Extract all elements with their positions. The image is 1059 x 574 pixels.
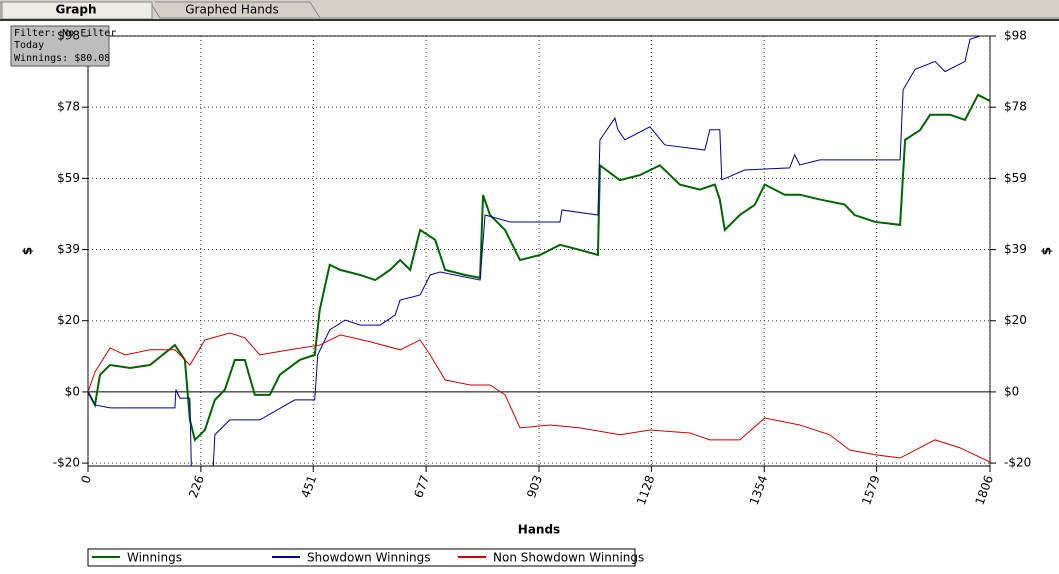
y2-tick-label: $39 [1004, 242, 1027, 256]
tab-label[interactable]: Graph [56, 3, 97, 17]
y-tick-label: -$20 [53, 456, 80, 470]
y-tick-label: $0 [65, 384, 80, 398]
filter-text: Winnings: $80.08 [14, 53, 110, 64]
legend [87, 548, 636, 567]
series-lines [88, 36, 990, 466]
x-tick-label: 677 [411, 473, 432, 499]
y-axis-title: $ [21, 247, 35, 255]
y-tick-label: $20 [57, 313, 80, 327]
y2-tick-label: $98 [1004, 29, 1027, 43]
y-tick-label: $59 [57, 171, 80, 185]
legend-label: Showdown Winnings [307, 551, 431, 565]
x-tick-label: 0 [78, 473, 94, 485]
legend-label: Non Showdown Winnings [493, 551, 644, 565]
tab-label[interactable]: Graphed Hands [185, 3, 278, 17]
filter-box [10, 25, 110, 67]
x-tick-label: 903 [524, 473, 545, 499]
x-tick-label: 1128 [634, 473, 658, 506]
y2-tick-label: $59 [1004, 171, 1027, 185]
y-tick-label: $98 [57, 29, 80, 43]
series-line [88, 93, 990, 442]
tab-hands[interactable] [155, 1, 321, 19]
series-line [88, 332, 990, 463]
x-tick-label: 1806 [973, 473, 997, 506]
y2-tick-label: -$20 [1004, 456, 1031, 470]
y-tick-label: $78 [57, 100, 80, 114]
grid [87, 35, 991, 466]
series-line [88, 36, 981, 466]
filter-text: Filter: No Filter [14, 28, 116, 39]
x-tick-label: 226 [186, 473, 207, 499]
y2-axis-title: $ [1040, 247, 1054, 255]
y2-tick-label: $78 [1004, 100, 1027, 114]
x-tick-label: 1579 [859, 473, 883, 506]
filter-text: Today [14, 40, 44, 51]
y2-tick-label: $0 [1004, 384, 1019, 398]
x-axis-title: Hands [518, 523, 560, 537]
x-tick-label: 1354 [747, 473, 771, 506]
y2-tick-label: $20 [1004, 313, 1027, 327]
y-tick-label: $39 [57, 242, 80, 256]
x-tick-label: 451 [298, 473, 319, 499]
legend-label: Winnings [127, 551, 182, 565]
